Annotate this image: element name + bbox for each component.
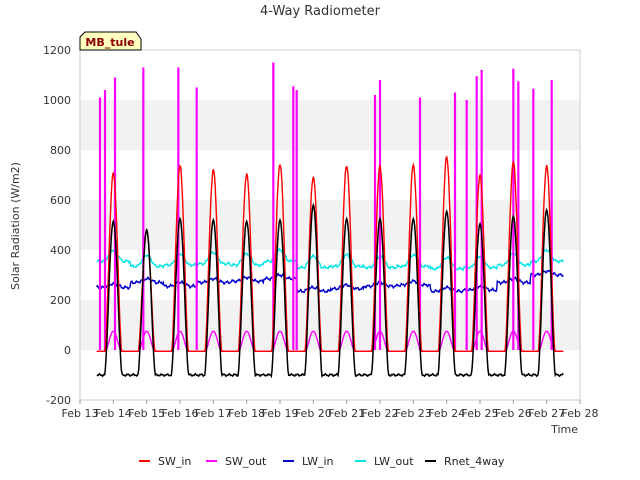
- grid-band: [80, 100, 580, 150]
- legend: SW_in SW_out LW_in LW_out Rnet_4way: [139, 455, 505, 468]
- y-axis-label: Solar Radiation (W/m2): [9, 162, 22, 290]
- x-tick-label: Feb 15: [128, 407, 165, 420]
- legend-label-LW_out: LW_out: [374, 455, 414, 468]
- grid-band: [80, 250, 580, 300]
- y-tick-label: 800: [50, 144, 71, 157]
- legend-label-SW_in: SW_in: [158, 455, 191, 468]
- x-tick-label: Feb 20: [295, 407, 332, 420]
- y-tick-label: -200: [46, 394, 71, 407]
- chart-title: 4-Way Radiometer: [260, 4, 381, 19]
- y-tick-label: 200: [50, 294, 71, 307]
- x-tick-label: Feb 25: [462, 407, 499, 420]
- x-tick-label: Feb 26: [495, 407, 532, 420]
- series-layer: [96, 62, 564, 379]
- x-tick-label: Feb 24: [428, 407, 465, 420]
- y-tick-label: 400: [50, 244, 71, 257]
- x-tick-label: Feb 27: [528, 407, 565, 420]
- legend-label-Rnet_4way: Rnet_4way: [444, 455, 505, 468]
- legend-label-LW_in: LW_in: [302, 455, 334, 468]
- x-tick-label: Feb 13: [62, 407, 99, 420]
- grid-band: [80, 150, 580, 200]
- x-tick-label: Feb 21: [328, 407, 365, 420]
- x-axis-label: Time: [550, 423, 578, 436]
- x-tick-label: Feb 22: [362, 407, 399, 420]
- grid-band: [80, 300, 580, 350]
- y-tick-label: 0: [64, 344, 71, 357]
- x-tick-label: Feb 17: [195, 407, 232, 420]
- x-tick-label: Feb 16: [162, 407, 199, 420]
- y-tick-label: 1000: [43, 94, 71, 107]
- station-badge: MB_tule: [79, 31, 142, 51]
- series-line-LW_out: [96, 247, 564, 272]
- y-tick-label: 1200: [43, 44, 71, 57]
- x-tick-label: Feb 23: [395, 407, 432, 420]
- x-tick-label: Feb 18: [228, 407, 265, 420]
- grid-band: [80, 200, 580, 250]
- legend-label-SW_out: SW_out: [225, 455, 267, 468]
- series-line-Rnet_4way: [96, 202, 564, 379]
- series-line-SW_in: [96, 155, 564, 352]
- x-tick-label: Feb 28: [562, 407, 599, 420]
- station-badge-label: MB_tule: [85, 36, 134, 49]
- grid-band: [80, 50, 580, 100]
- plot-frame: [79, 49, 581, 401]
- plot-background-bands: [80, 50, 580, 400]
- y-axis-ticks: -200 0 200 400 600 800 1000 1200: [43, 44, 71, 407]
- y-tick-label: 600: [50, 194, 71, 207]
- x-tick-label: Feb 14: [95, 407, 132, 420]
- x-tick-label: Feb 19: [262, 407, 299, 420]
